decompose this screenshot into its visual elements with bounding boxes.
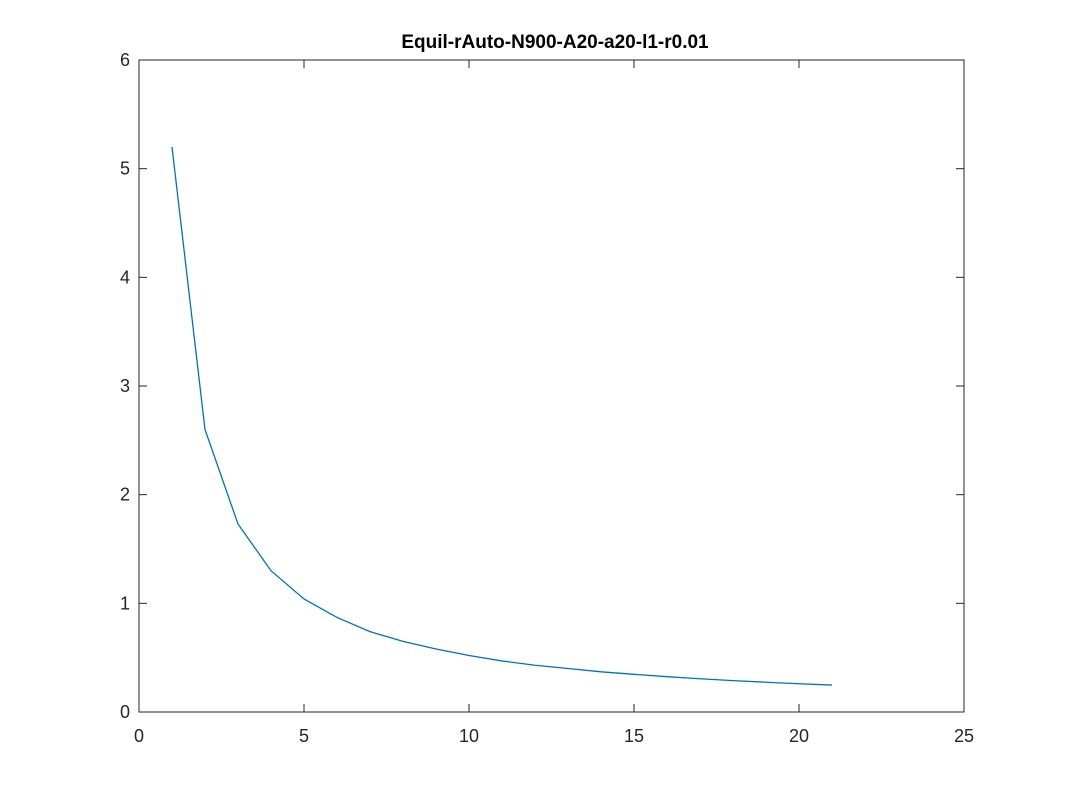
axis-ticks — [138, 59, 965, 713]
x-tick-label: 10 — [459, 726, 479, 746]
x-tick-label: 25 — [954, 726, 974, 746]
y-tick-label: 6 — [120, 50, 130, 70]
y-tick-label: 4 — [120, 267, 130, 287]
y-tick-label: 2 — [120, 485, 130, 505]
series-line — [171, 146, 833, 686]
y-tick-label: 3 — [120, 376, 130, 396]
y-tick-label: 0 — [120, 702, 130, 722]
series-layer — [171, 146, 833, 686]
x-tick-label: 0 — [134, 726, 144, 746]
plot-area-frame — [138, 59, 965, 713]
x-tick-label: 15 — [624, 726, 644, 746]
y-tick-label: 5 — [120, 159, 130, 179]
x-tick-label: 20 — [789, 726, 809, 746]
x-tick-label: 5 — [299, 726, 309, 746]
axis-tick-labels: 0 5 10 15 20 25 0 1 2 3 4 5 6 — [120, 50, 974, 746]
y-tick-label: 1 — [120, 593, 130, 613]
chart-title: Equil-rAuto-N900-A20-a20-l1-r0.01 — [401, 32, 709, 53]
